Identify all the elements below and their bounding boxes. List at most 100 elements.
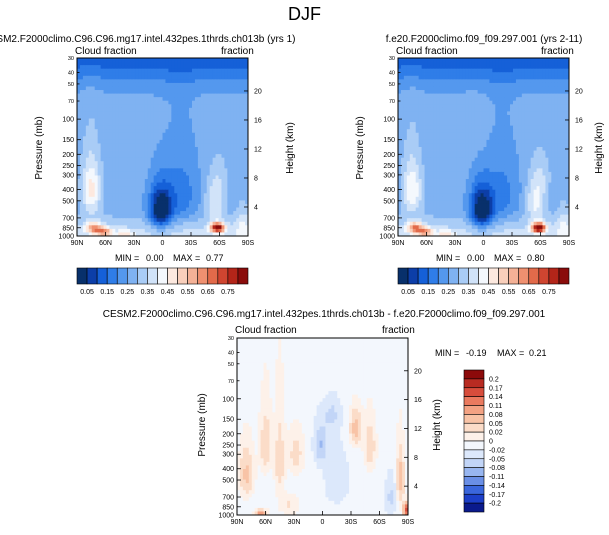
field-cell: [153, 207, 158, 212]
field-cell: [147, 218, 152, 223]
field-cell: [133, 179, 137, 183]
field-cell: [174, 65, 178, 70]
field-cell: [442, 61, 446, 66]
field-cell: [147, 86, 152, 91]
field-cell: [85, 122, 90, 127]
field-cell: [124, 164, 128, 169]
field-cell: [118, 122, 122, 127]
field-cell: [527, 82, 532, 87]
field-cell: [97, 232, 101, 237]
field-cell: [91, 218, 96, 223]
field-cell: [150, 136, 155, 141]
field-cell: [474, 147, 479, 151]
field-cell: [133, 228, 137, 233]
field-cell: [527, 122, 532, 127]
field-cell: [135, 193, 140, 198]
field-cell: [91, 154, 96, 159]
field-cell: [94, 86, 99, 91]
field-cell: [554, 111, 558, 116]
field-cell: [200, 157, 205, 162]
field-cell: [430, 147, 434, 151]
field-cell: [197, 175, 202, 180]
field-cell: [451, 114, 455, 119]
field-cell: [203, 168, 208, 173]
field-cell: [459, 68, 464, 73]
field-cell: [118, 132, 122, 137]
field-cell: [162, 97, 166, 102]
field-cell: [412, 107, 417, 112]
field-cell: [183, 139, 187, 144]
field-cell: [209, 82, 214, 87]
field-cell: [468, 168, 473, 173]
field-cell: [118, 100, 122, 105]
field-cell: [554, 86, 558, 91]
field-cell: [191, 79, 196, 84]
field-cell: [403, 136, 408, 141]
field-cell: [465, 129, 470, 134]
field-cell: [189, 171, 193, 176]
field-cell: [159, 90, 163, 94]
field-cell: [103, 136, 107, 141]
field-cell: [403, 65, 408, 70]
field-cell: [88, 58, 93, 62]
field-cell: [112, 122, 116, 127]
field-cell: [91, 214, 96, 219]
field-cell: [436, 129, 440, 134]
field-cell: [430, 90, 434, 94]
field-cell: [530, 171, 535, 176]
field-cell: [191, 171, 196, 176]
field-cell: [103, 139, 107, 144]
field-cell: [115, 61, 119, 66]
field-cell: [203, 179, 208, 183]
field-cell: [200, 68, 205, 73]
field-cell: [150, 161, 155, 166]
field-cell: [242, 154, 246, 159]
field-cell: [130, 100, 134, 105]
field-cell: [427, 79, 431, 84]
field-cell: [566, 129, 570, 134]
field-cell: [521, 157, 526, 162]
field-cell: [480, 75, 484, 80]
field-cell: [239, 79, 243, 84]
field-cell: [239, 221, 243, 226]
field-cell: [100, 193, 104, 198]
field-cell: [141, 136, 146, 141]
field-cell: [427, 118, 431, 123]
field-cell: [174, 189, 178, 194]
field-cell: [451, 86, 455, 91]
field-cell: [442, 107, 446, 112]
field-cell: [174, 79, 178, 84]
field-cell: [77, 143, 81, 148]
field-cell: [548, 100, 552, 105]
field-cell: [82, 214, 87, 219]
field-cell: [510, 97, 514, 102]
field-cell: [97, 193, 101, 198]
field-cell: [462, 111, 467, 116]
field-cell: [507, 171, 511, 176]
field-cell: [560, 171, 564, 176]
field-cell: [492, 58, 496, 62]
field-cell: [94, 200, 99, 205]
field-cell: [403, 122, 408, 127]
field-cell: [127, 143, 131, 148]
field-cell: [197, 157, 202, 162]
field-cell: [147, 189, 152, 194]
field-cell: [445, 175, 449, 180]
field-cell: [227, 182, 231, 187]
field-cell: [236, 107, 240, 112]
field-cell: [483, 171, 487, 176]
field-cell: [109, 175, 113, 180]
field-cell: [515, 107, 520, 112]
field-cell: [77, 161, 81, 166]
field-cell: [206, 143, 211, 148]
field-cell: [474, 68, 479, 73]
field-cell: [236, 150, 240, 155]
field-cell: [409, 125, 414, 130]
field-cell: [245, 218, 249, 223]
field-cell: [141, 214, 146, 219]
field-cell: [518, 114, 523, 119]
field-cell: [112, 207, 116, 212]
field-cell: [242, 65, 246, 70]
field-cell: [427, 143, 431, 148]
field-cell: [224, 72, 228, 77]
